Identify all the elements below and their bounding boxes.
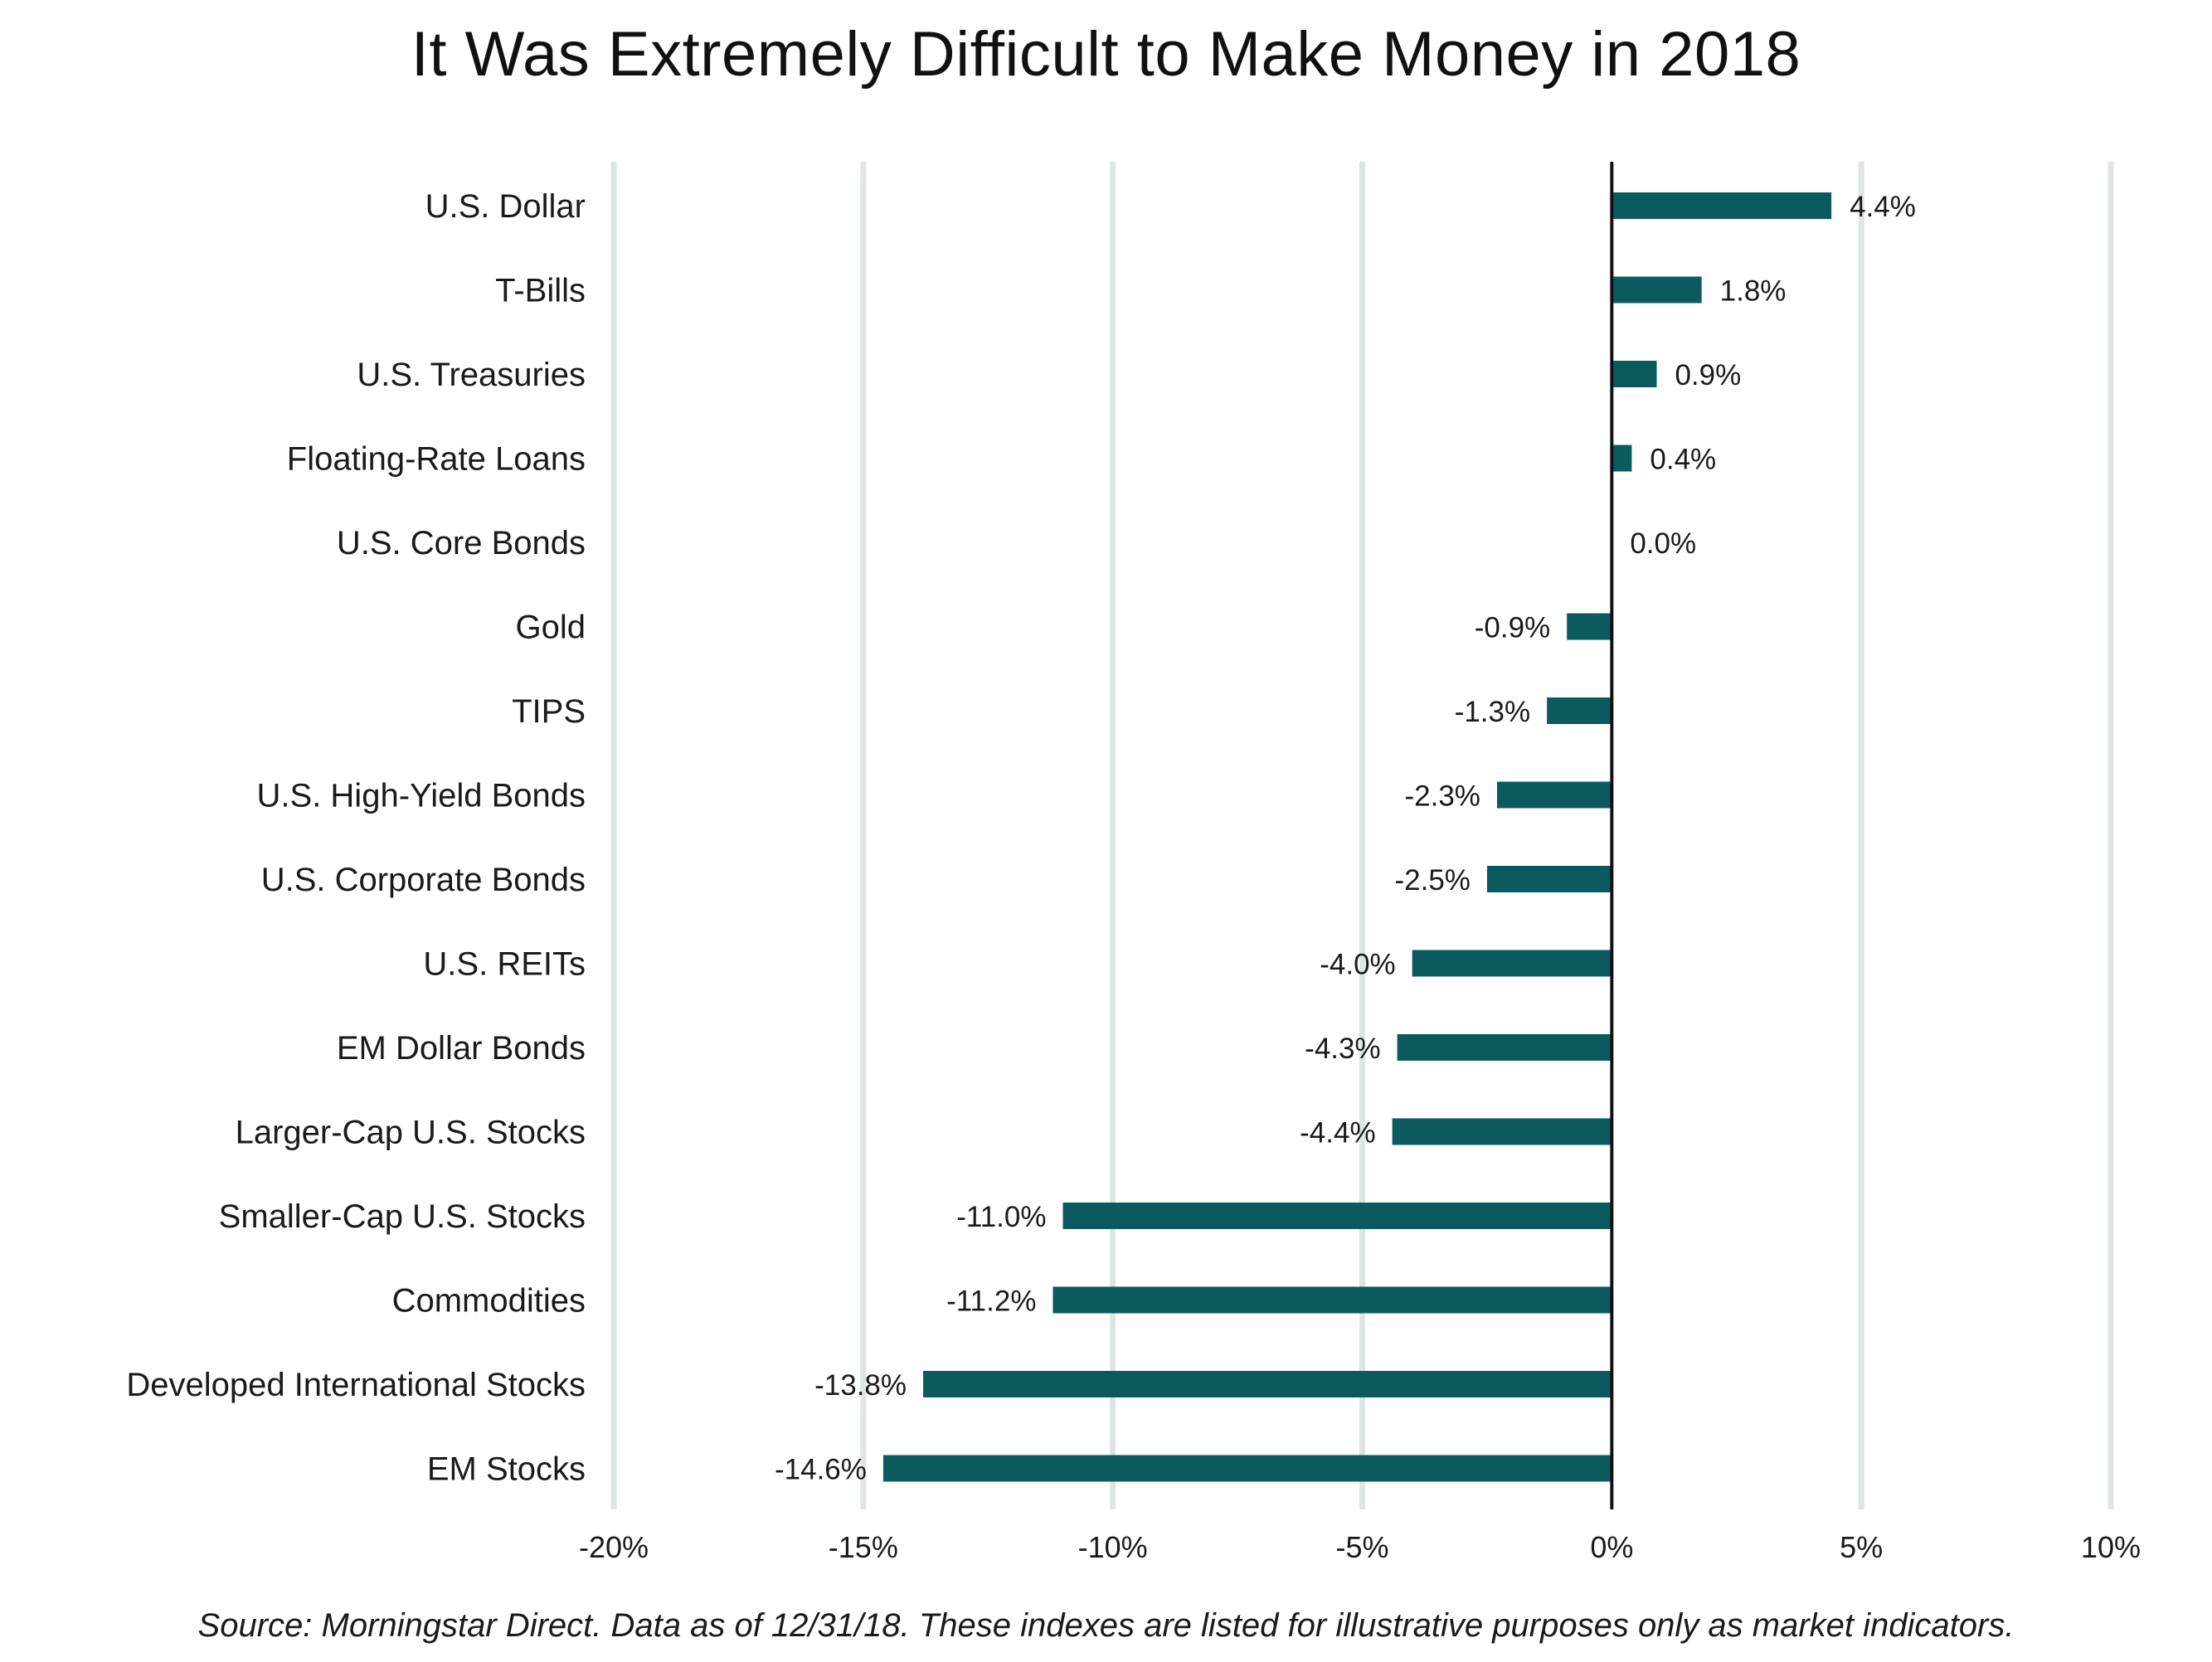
- bar: [882, 1455, 1612, 1482]
- x-tick-label: -5%: [1335, 1530, 1388, 1564]
- value-label: -11.2%: [946, 1285, 1036, 1318]
- bar: [1392, 1118, 1612, 1145]
- category-label: U.S. High-Yield Bonds: [257, 778, 586, 814]
- category-label: EM Stocks: [427, 1451, 586, 1488]
- bar: [1612, 276, 1702, 304]
- x-tick-label: 10%: [2081, 1530, 2141, 1564]
- bar: [923, 1371, 1612, 1397]
- value-label: -0.9%: [1475, 612, 1550, 644]
- category-label: TIPS: [512, 693, 586, 730]
- bar: [1547, 697, 1612, 724]
- category-label: Larger-Cap U.S. Stocks: [236, 1115, 586, 1151]
- category-label: U.S. Corporate Bonds: [261, 862, 586, 898]
- x-axis-tick-labels: -20% -15% -10% -5% 0% 5% 10%: [579, 1530, 2141, 1564]
- category-label: Floating-Rate Loans: [287, 441, 586, 478]
- bar: [1486, 866, 1612, 892]
- chart-title: It Was Extremely Difficult to Make Money…: [411, 19, 1801, 90]
- value-label: -2.3%: [1405, 780, 1480, 813]
- x-tick-label: 5%: [1840, 1530, 1883, 1564]
- value-label: -4.3%: [1305, 1033, 1380, 1065]
- value-label: 0.4%: [1650, 444, 1716, 476]
- category-label: Smaller-Cap U.S. Stocks: [219, 1198, 586, 1235]
- bars: [882, 192, 1832, 1482]
- value-label: 0.0%: [1630, 527, 1696, 560]
- chart-footnote: Source: Morningstar Direct. Data as of 1…: [197, 1607, 2015, 1644]
- x-tick-label: -15%: [829, 1530, 898, 1564]
- gridlines: [610, 162, 2114, 1509]
- value-label: 0.9%: [1675, 359, 1741, 391]
- bar: [1053, 1286, 1612, 1314]
- bar: [1612, 445, 1632, 472]
- category-label: T-Bills: [495, 273, 586, 309]
- category-labels: U.S. Dollar T-Bills U.S. Treasuries Floatin…: [126, 188, 586, 1488]
- x-tick-label: -10%: [1078, 1530, 1148, 1564]
- bar: [1412, 950, 1612, 977]
- value-label: 4.4%: [1850, 191, 1916, 223]
- value-label: -2.5%: [1394, 864, 1470, 897]
- value-label: -13.8%: [814, 1369, 907, 1402]
- category-label: Developed International Stocks: [126, 1367, 586, 1403]
- value-labels: 4.4% 1.8% 0.9% 0.4% 0.0% -0.9% -1.3% -2.3% -2.5%…: [775, 191, 1916, 1486]
- bar: [1496, 781, 1612, 809]
- category-label: U.S. REITs: [423, 946, 586, 983]
- bar: [1062, 1203, 1612, 1229]
- x-tick-label: 0%: [1590, 1530, 1633, 1564]
- value-label: -4.0%: [1320, 949, 1395, 981]
- bar: [1612, 192, 1832, 219]
- category-label: EM Dollar Bonds: [337, 1030, 586, 1067]
- value-label: -14.6%: [775, 1454, 867, 1486]
- bar: [1612, 361, 1657, 387]
- value-label: -4.4%: [1300, 1117, 1375, 1149]
- category-label: U.S. Treasuries: [357, 357, 586, 393]
- category-label: U.S. Core Bonds: [337, 525, 586, 561]
- category-label: U.S. Dollar: [425, 188, 586, 225]
- category-label: Gold: [516, 610, 586, 646]
- value-label: 1.8%: [1720, 275, 1787, 308]
- value-label: -1.3%: [1455, 696, 1530, 728]
- x-tick-label: -20%: [579, 1530, 649, 1564]
- value-label: -11.0%: [956, 1201, 1046, 1233]
- category-label: Commodities: [392, 1283, 586, 1319]
- bar: [1567, 613, 1612, 640]
- bar: [1397, 1034, 1612, 1061]
